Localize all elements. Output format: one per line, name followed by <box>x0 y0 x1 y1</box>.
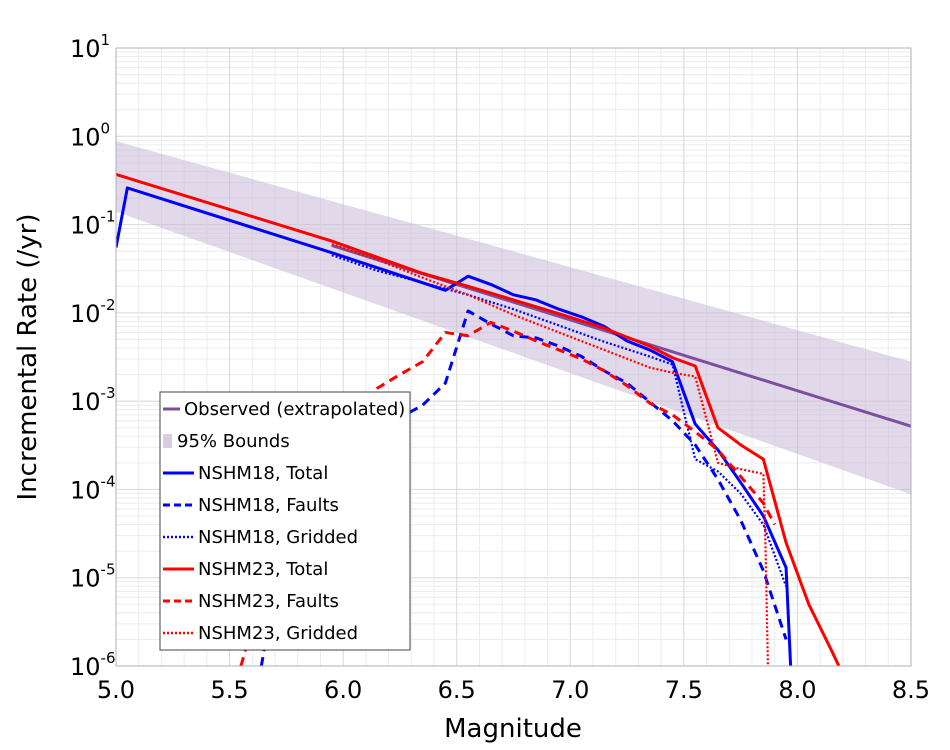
legend-box <box>159 391 411 651</box>
legend-label: 95% Bounds <box>177 431 290 452</box>
y-tick-label: 10-3 <box>70 384 116 416</box>
bounds-band <box>116 141 911 495</box>
x-axis-label: Magnitude <box>444 714 582 744</box>
legend-label: NSHM18, Total <box>198 463 328 484</box>
y-tick-label: 10-6 <box>70 649 116 681</box>
legend-label: NSHM18, Faults <box>198 495 339 516</box>
legend-label: NSHM23, Gridded <box>198 623 358 644</box>
x-tick-label: 5.0 <box>97 676 135 704</box>
legend-label: NSHM23, Total <box>198 559 328 580</box>
legend-label: NSHM18, Gridded <box>198 527 358 548</box>
y-axis-label: Incremental Rate (/yr) <box>13 214 43 501</box>
x-tick-label: 7.5 <box>665 676 703 704</box>
x-tick-label: 7.0 <box>551 676 589 704</box>
y-tick-label: 101 <box>70 31 110 63</box>
x-tick-label: 5.5 <box>210 676 248 704</box>
plot-frame <box>115 47 912 667</box>
series-layer <box>116 172 911 666</box>
legend: Observed (extrapolated) 95% Bounds NSHM18,… <box>159 391 411 651</box>
bounds-layer <box>116 141 911 495</box>
y-tick-label: 100 <box>70 119 110 151</box>
series-line-4 <box>116 172 841 666</box>
legend-swatch-band <box>163 434 172 448</box>
legend-label: NSHM23, Faults <box>198 591 339 612</box>
y-tick-label: 10-2 <box>70 296 116 328</box>
y-tick-label: 10-4 <box>70 472 116 504</box>
legend-label: Observed (extrapolated) <box>184 399 405 420</box>
y-tick-label: 10-5 <box>70 561 116 593</box>
x-tick-label: 6.5 <box>438 676 476 704</box>
x-tick-label: 6.0 <box>324 676 362 704</box>
y-tick-label: 10-1 <box>70 208 116 240</box>
x-tick-labels: 5.0 5.5 6.0 6.5 7.0 7.5 8.0 8.5 <box>97 676 930 704</box>
y-tick-labels: 101 100 10-1 10-2 10-3 10-4 10-5 10-6 <box>70 31 116 681</box>
x-tick-label: 8.5 <box>892 676 930 704</box>
series-line-6 <box>331 243 769 666</box>
x-tick-label: 8.0 <box>778 676 816 704</box>
